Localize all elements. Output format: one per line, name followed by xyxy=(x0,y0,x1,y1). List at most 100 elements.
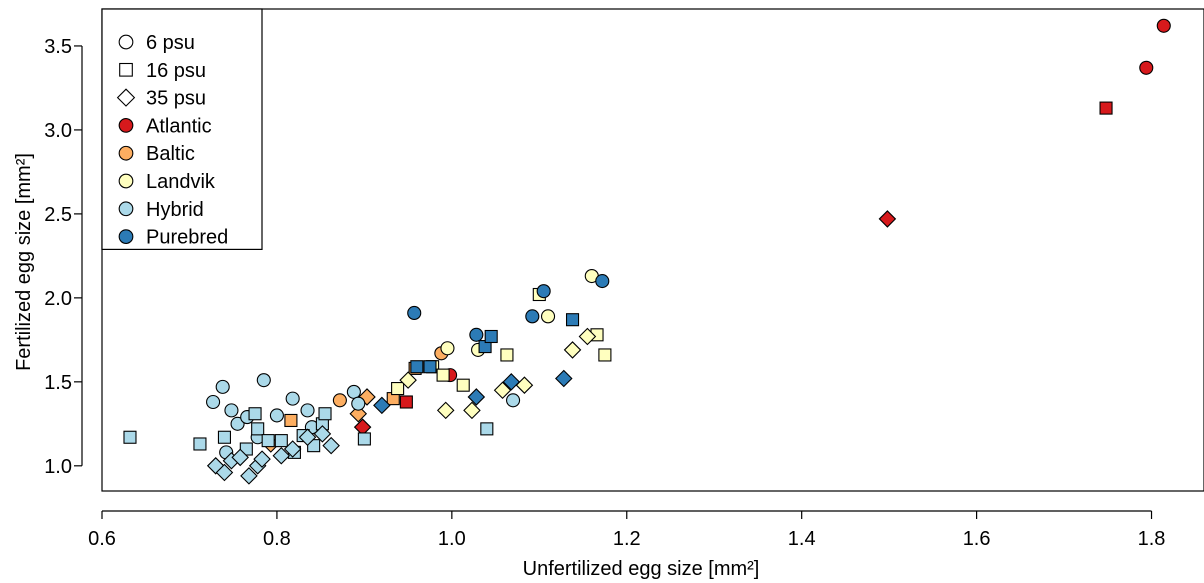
data-point xyxy=(399,395,413,409)
legend-label: Hybrid xyxy=(146,199,204,221)
data-point xyxy=(248,407,262,421)
data-point xyxy=(300,403,315,418)
data-point xyxy=(555,369,573,388)
x-tick-label: 0.8 xyxy=(263,528,291,550)
x-tick-label: 0.6 xyxy=(88,528,116,550)
data-point xyxy=(878,210,897,228)
data-point xyxy=(456,378,470,392)
data-point xyxy=(215,379,230,394)
data-point xyxy=(540,309,556,324)
data-point xyxy=(283,440,302,458)
data-point xyxy=(502,373,521,391)
y-tick-label: 3.0 xyxy=(44,120,72,142)
data-point xyxy=(346,384,361,399)
data-point xyxy=(565,313,580,327)
plot-frame xyxy=(101,8,1204,492)
data-point xyxy=(1099,101,1113,115)
data-point xyxy=(224,403,239,418)
data-point xyxy=(436,368,450,382)
legend-marker xyxy=(118,145,134,161)
data-point xyxy=(272,446,291,465)
data-point xyxy=(373,396,391,415)
data-point xyxy=(515,376,534,394)
data-point xyxy=(215,463,234,482)
legend-marker xyxy=(118,201,134,217)
y-axis: 1.0 1.5 2.0 2.5 3.0 3.5 xyxy=(44,36,83,478)
data-point xyxy=(261,434,275,448)
data-point xyxy=(298,428,317,447)
data-point xyxy=(463,401,481,420)
y-tick-label: 2.5 xyxy=(44,204,72,226)
legend-marker xyxy=(118,173,134,189)
x-tick-label: 1.4 xyxy=(788,528,816,550)
data-point xyxy=(407,305,422,321)
legend-marker xyxy=(118,34,134,50)
data-point xyxy=(318,407,332,421)
x-axis: 0.6 0.8 1.0 1.2 1.4 1.6 1.8 xyxy=(88,510,1166,550)
data-point xyxy=(436,401,455,420)
data-points xyxy=(123,18,1171,485)
data-point xyxy=(351,396,366,411)
legend-marker xyxy=(119,62,133,77)
data-point xyxy=(285,391,300,406)
data-point xyxy=(391,382,405,396)
data-point xyxy=(469,327,484,342)
data-point xyxy=(484,329,498,344)
data-point xyxy=(536,284,551,299)
x-tick-label: 1.8 xyxy=(1138,528,1166,550)
data-point xyxy=(313,425,332,443)
legend-label: Purebred xyxy=(146,227,228,249)
legend-label: Atlantic xyxy=(146,115,212,137)
data-point xyxy=(231,448,249,467)
x-tick-label: 1.6 xyxy=(963,528,991,550)
data-point xyxy=(269,408,284,423)
x-axis-title: Unfertilized egg size [mm²] xyxy=(523,558,760,580)
data-point xyxy=(595,274,610,289)
data-point xyxy=(357,432,371,446)
data-point xyxy=(274,434,288,448)
data-point xyxy=(423,360,437,374)
legend-label: 35 psu xyxy=(146,88,206,110)
y-tick-label: 1.0 xyxy=(44,456,72,478)
data-point xyxy=(322,436,340,455)
data-point xyxy=(480,422,494,436)
data-point xyxy=(284,413,298,428)
data-point xyxy=(349,404,368,423)
plot-border xyxy=(101,8,1204,492)
data-point xyxy=(525,309,540,324)
data-point xyxy=(410,360,424,374)
data-point xyxy=(1139,60,1154,75)
legend-marker xyxy=(116,88,136,107)
data-point xyxy=(467,388,486,406)
y-tick-label: 3.5 xyxy=(44,36,72,58)
y-tick-label: 1.5 xyxy=(44,372,72,394)
data-point xyxy=(598,348,612,362)
data-point xyxy=(440,341,455,356)
data-point xyxy=(230,416,245,431)
legend-marker xyxy=(118,118,134,133)
data-point xyxy=(217,430,231,444)
data-point xyxy=(1156,18,1171,33)
legend-marker xyxy=(118,229,134,244)
y-tick-label: 2.0 xyxy=(44,288,72,310)
y-axis-title: Fertilized egg size [mm²] xyxy=(13,153,35,371)
data-point xyxy=(206,394,221,410)
legend-label: 6 psu xyxy=(146,32,195,54)
data-point xyxy=(240,467,258,485)
data-point xyxy=(332,393,347,408)
data-point xyxy=(506,393,521,408)
data-point xyxy=(500,348,514,362)
x-tick-label: 1.0 xyxy=(438,528,466,550)
data-point xyxy=(493,381,512,400)
data-point xyxy=(253,450,271,468)
data-point xyxy=(123,430,137,444)
legend: 6 psu 16 psu 35 psu Atlantic Baltic Landvik Hy… xyxy=(101,8,263,250)
data-point xyxy=(399,371,417,389)
x-tick-label: 1.2 xyxy=(613,528,641,550)
legend-label: Baltic xyxy=(146,143,195,165)
data-point xyxy=(563,341,582,359)
legend-label: 16 psu xyxy=(146,60,206,82)
data-point xyxy=(251,422,265,436)
legend-label: Landvik xyxy=(146,171,216,193)
data-point xyxy=(256,373,271,388)
